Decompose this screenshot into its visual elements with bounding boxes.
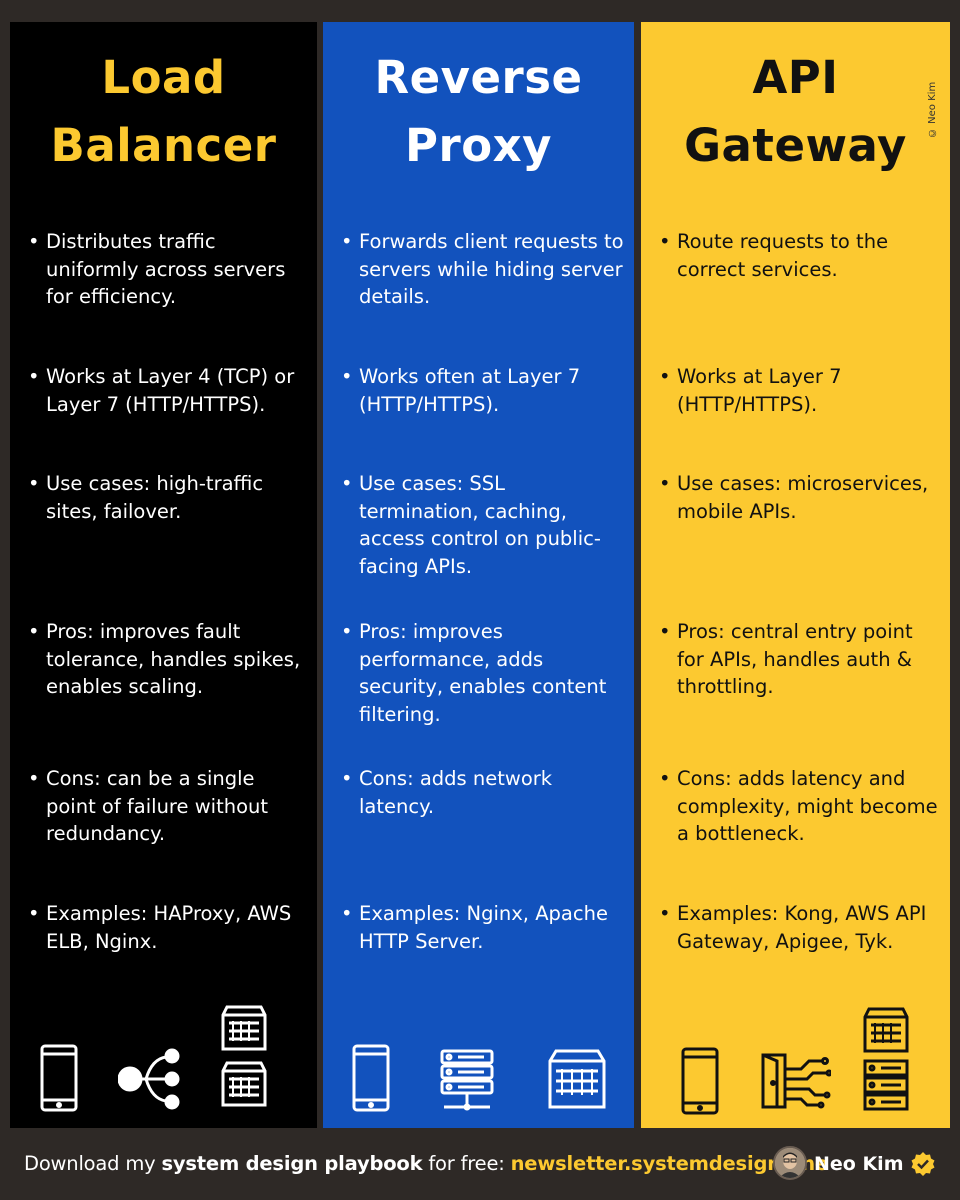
mobile-phone-icon — [352, 1044, 390, 1112]
reverse-proxy-column: Reverse Proxy • Forwards client requests … — [323, 22, 634, 1128]
footer-text: Download my system design playbook for f… — [24, 1152, 828, 1175]
lb-icons — [10, 997, 317, 1117]
footer: Download my system design playbook for f… — [0, 1130, 960, 1200]
api-gateway-title: API Gateway — [684, 51, 907, 172]
rp-bullet-pros: • Pros: improves performance, adds securi… — [341, 620, 607, 726]
avatar — [773, 1146, 807, 1180]
rp-icons — [323, 997, 634, 1117]
load-balancer-column: Load Balancer • Distributes traffic unifo… — [10, 22, 317, 1128]
lb-bullet-use-cases: • Use cases: high-traffic sites, failover… — [28, 472, 264, 523]
network-server-icon — [440, 1049, 494, 1111]
ag-bullet-use-cases: • Use cases: microservices, mobile APIs. — [659, 472, 929, 523]
server-rack-icon — [863, 1007, 909, 1053]
newsletter-link[interactable]: newsletter.systemdesign.one — [510, 1152, 829, 1175]
mobile-phone-icon — [40, 1044, 78, 1112]
copyright-notice: © Neo Kim — [927, 81, 938, 139]
lb-bullet-description: • Distributes traffic uniformly across se… — [28, 230, 286, 308]
server-rack-icon — [221, 1005, 267, 1051]
lb-bullet-pros: • Pros: improves fault tolerance, handles… — [28, 620, 301, 698]
verified-badge-icon — [911, 1152, 935, 1176]
server-rack-icon — [221, 1061, 267, 1107]
rp-bullet-use-cases: • Use cases: SSL termination, caching, ac… — [341, 472, 601, 578]
gateway-door-icon — [761, 1053, 831, 1109]
load-distribution-icon — [118, 1048, 180, 1110]
lb-bullet-layer: • Works at Layer 4 (TCP) or Layer 7 (HTTP… — [28, 365, 295, 416]
ag-bullet-cons: • Cons: adds latency and complexity, migh… — [659, 767, 938, 845]
ag-bullet-layer: • Works at Layer 7 (HTTP/HTTPS). — [659, 365, 842, 416]
api-gateway-column: API Gateway • Route requests to the corre… — [641, 22, 950, 1128]
server-rack-icon — [548, 1049, 606, 1109]
lb-bullet-cons: • Cons: can be a single point of failure … — [28, 767, 269, 845]
ag-bullet-examples: • Examples: Kong, AWS API Gateway, Apigee… — [659, 902, 927, 953]
rp-bullet-description: • Forwards client requests to servers whi… — [341, 230, 624, 308]
author-name: Neo Kim — [814, 1153, 904, 1175]
lb-bullet-examples: • Examples: HAProxy, AWS ELB, Nginx. — [28, 902, 292, 953]
rp-bullet-examples: • Examples: Nginx, Apache HTTP Server. — [341, 902, 608, 953]
ag-bullet-pros: • Pros: central entry point for APIs, han… — [659, 620, 913, 698]
rp-bullet-layer: • Works often at Layer 7 (HTTP/HTTPS). — [341, 365, 581, 416]
rp-bullet-cons: • Cons: adds network latency. — [341, 767, 553, 818]
reverse-proxy-title: Reverse Proxy — [374, 51, 583, 172]
ag-icons — [641, 997, 950, 1117]
server-stack-icon — [863, 1059, 909, 1111]
mobile-phone-icon — [681, 1047, 719, 1115]
load-balancer-title: Load Balancer — [50, 51, 277, 172]
ag-bullet-description: • Route requests to the correct services. — [659, 230, 889, 281]
